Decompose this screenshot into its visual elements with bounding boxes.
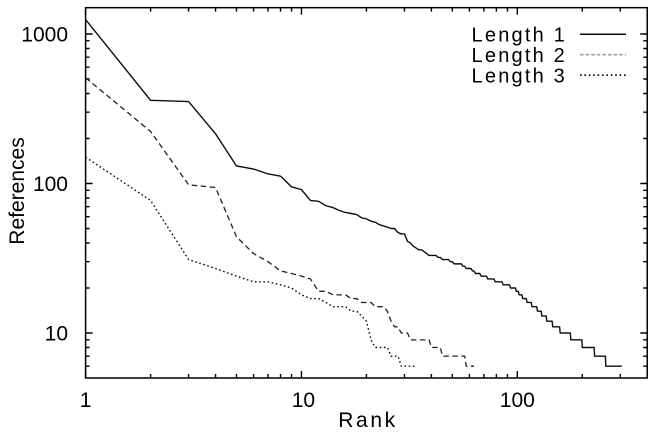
- svg-text:Length 3: Length 3: [472, 65, 567, 87]
- svg-text:10: 10: [292, 389, 315, 412]
- svg-text:100: 100: [500, 389, 535, 412]
- svg-text:1: 1: [80, 389, 92, 412]
- svg-text:100: 100: [33, 173, 68, 196]
- svg-text:Length 2: Length 2: [472, 45, 567, 67]
- svg-text:1000: 1000: [21, 24, 68, 47]
- svg-text:10: 10: [45, 323, 68, 346]
- svg-text:Rank: Rank: [338, 409, 397, 432]
- svg-text:Length 1: Length 1: [472, 25, 567, 47]
- svg-text:References: References: [6, 137, 29, 244]
